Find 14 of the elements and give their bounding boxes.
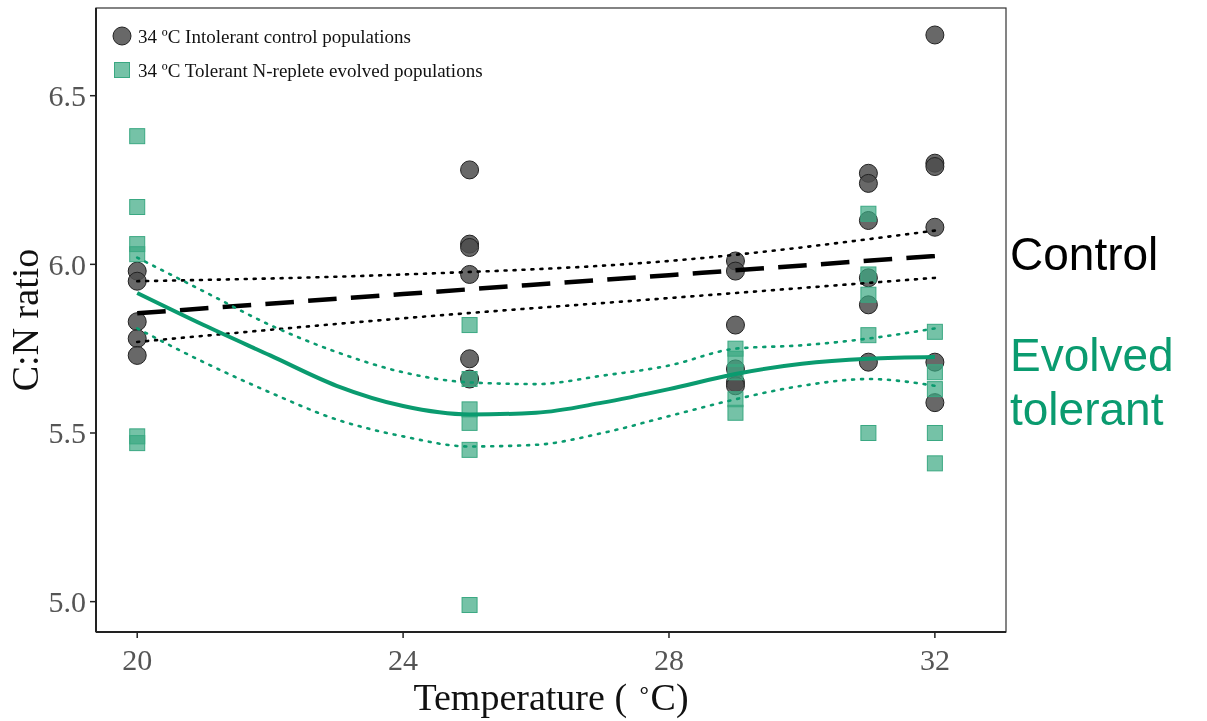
y-axis-title: C:N ratio bbox=[4, 248, 46, 392]
x-tick-label: 24 bbox=[388, 643, 419, 676]
y-tick-label: 5.5 bbox=[48, 416, 86, 450]
legend-label: 34 ºC Tolerant N-replete evolved populations bbox=[138, 59, 483, 81]
x-tick-label: 28 bbox=[653, 643, 684, 676]
series-label: Control bbox=[1010, 227, 1159, 280]
legend-label: 34 ºC Intolerant control populations bbox=[138, 25, 411, 47]
y-tick-label: 6.0 bbox=[48, 247, 86, 281]
x-tick-label: 32 bbox=[919, 643, 950, 676]
y-tick-label: 6.5 bbox=[48, 79, 86, 113]
series-label: Evolved tolerant bbox=[1010, 329, 1174, 436]
x-tick-label: 20 bbox=[122, 643, 153, 676]
y-tick-label: 5.0 bbox=[48, 585, 86, 619]
x-axis-title: Temperature ( $^{∘}$C) bbox=[413, 676, 689, 719]
